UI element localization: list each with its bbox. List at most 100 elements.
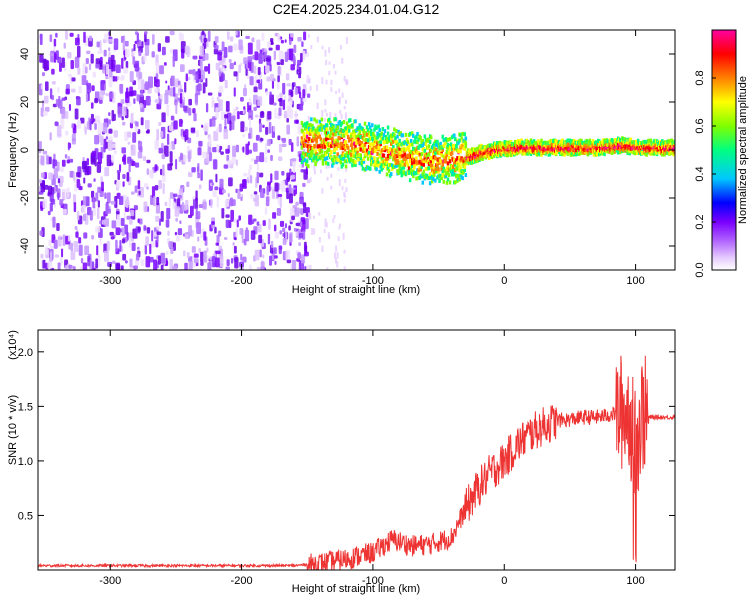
noise-cell (179, 64, 185, 72)
noise-cell (62, 234, 66, 246)
spectrogram-x-tick-label: -100 (362, 275, 384, 287)
noise-cell (200, 69, 205, 80)
noise-cell (128, 232, 132, 239)
signal-cell (447, 155, 451, 160)
noise-cell (48, 239, 52, 247)
noise-cell (140, 259, 145, 267)
noise-cell (49, 132, 52, 141)
noise-cell (111, 154, 115, 163)
noise-cell (274, 224, 277, 232)
noise-cell (161, 142, 164, 149)
noise-cell (248, 117, 252, 127)
noise-cell (268, 121, 272, 134)
noise-cell (325, 59, 328, 66)
noise-cell (307, 93, 311, 98)
noise-cell (290, 90, 294, 97)
noise-cell (280, 59, 284, 66)
signal-cell (455, 174, 458, 179)
noise-cell (248, 97, 252, 106)
signal-cell (411, 154, 414, 159)
signal-cell (496, 140, 499, 145)
noise-cell (106, 240, 110, 251)
noise-cell (165, 250, 169, 256)
noise-cell (99, 220, 103, 225)
noise-cell (91, 150, 96, 158)
signal-cell (423, 156, 427, 161)
noise-cell (191, 246, 196, 253)
noise-cell (192, 68, 196, 77)
noise-cell (294, 110, 298, 119)
noise-cell (123, 154, 127, 165)
snr-x-tick-label: 100 (626, 575, 644, 587)
noise-cell (169, 30, 175, 36)
signal-cell (441, 173, 444, 178)
noise-cell (172, 193, 178, 197)
signal-cell (434, 156, 437, 161)
noise-cell (172, 265, 178, 270)
noise-cell (204, 53, 209, 61)
noise-cell (100, 136, 104, 146)
noise-cell (151, 230, 154, 242)
noise-cell (89, 210, 93, 221)
noise-cell (61, 159, 66, 167)
noise-cell (218, 123, 222, 133)
noise-cell (68, 264, 73, 269)
noise-cell (292, 164, 296, 174)
noise-cell (296, 136, 300, 147)
noise-cell (338, 124, 341, 131)
noise-cell (269, 255, 273, 266)
noise-cell (270, 173, 273, 183)
noise-cell (144, 83, 147, 90)
noise-cell (59, 257, 63, 266)
noise-cell (335, 245, 338, 252)
noise-cell (134, 126, 139, 132)
noise-cell (105, 141, 109, 149)
signal-cell (422, 141, 426, 146)
noise-cell (214, 186, 219, 191)
snr-series-line (38, 355, 675, 570)
signal-cell (319, 122, 323, 127)
noise-cell (242, 256, 247, 263)
signal-cell (339, 145, 343, 150)
noise-cell (160, 210, 164, 222)
signal-cell (355, 134, 358, 139)
noise-cell (300, 217, 306, 222)
noise-cell (201, 30, 205, 37)
noise-cell (344, 115, 347, 121)
noise-cell (218, 85, 224, 93)
noise-cell (223, 46, 228, 58)
noise-cell (39, 178, 43, 184)
noise-cell (76, 96, 81, 106)
noise-cell (249, 175, 253, 184)
noise-cell (211, 118, 216, 127)
noise-cell (343, 76, 346, 82)
noise-cell (288, 48, 294, 61)
signal-cell (392, 144, 395, 149)
noise-cell (301, 254, 306, 264)
noise-cell (91, 235, 95, 240)
noise-cell (61, 248, 64, 258)
noise-cell (274, 260, 277, 265)
noise-cell (153, 259, 158, 270)
noise-cell (203, 38, 208, 43)
noise-cell (209, 118, 212, 128)
noise-cell (73, 247, 79, 253)
noise-cell (95, 258, 98, 269)
noise-cell (339, 44, 342, 50)
signal-cell (402, 165, 406, 170)
signal-cell (421, 139, 425, 144)
signal-cell (301, 140, 305, 145)
signal-cell (323, 130, 327, 135)
signal-cell (568, 138, 572, 143)
signal-cell (445, 166, 449, 171)
signal-cell (335, 146, 338, 151)
signal-cell (361, 143, 365, 148)
noise-cell (345, 168, 348, 172)
noise-cell (136, 94, 141, 102)
noise-cell (58, 62, 62, 72)
snr-y-tick-label: 1.0 (18, 456, 33, 468)
noise-cell (168, 142, 172, 154)
noise-cell (188, 260, 193, 270)
signal-cell (458, 162, 461, 167)
noise-cell (175, 102, 178, 115)
